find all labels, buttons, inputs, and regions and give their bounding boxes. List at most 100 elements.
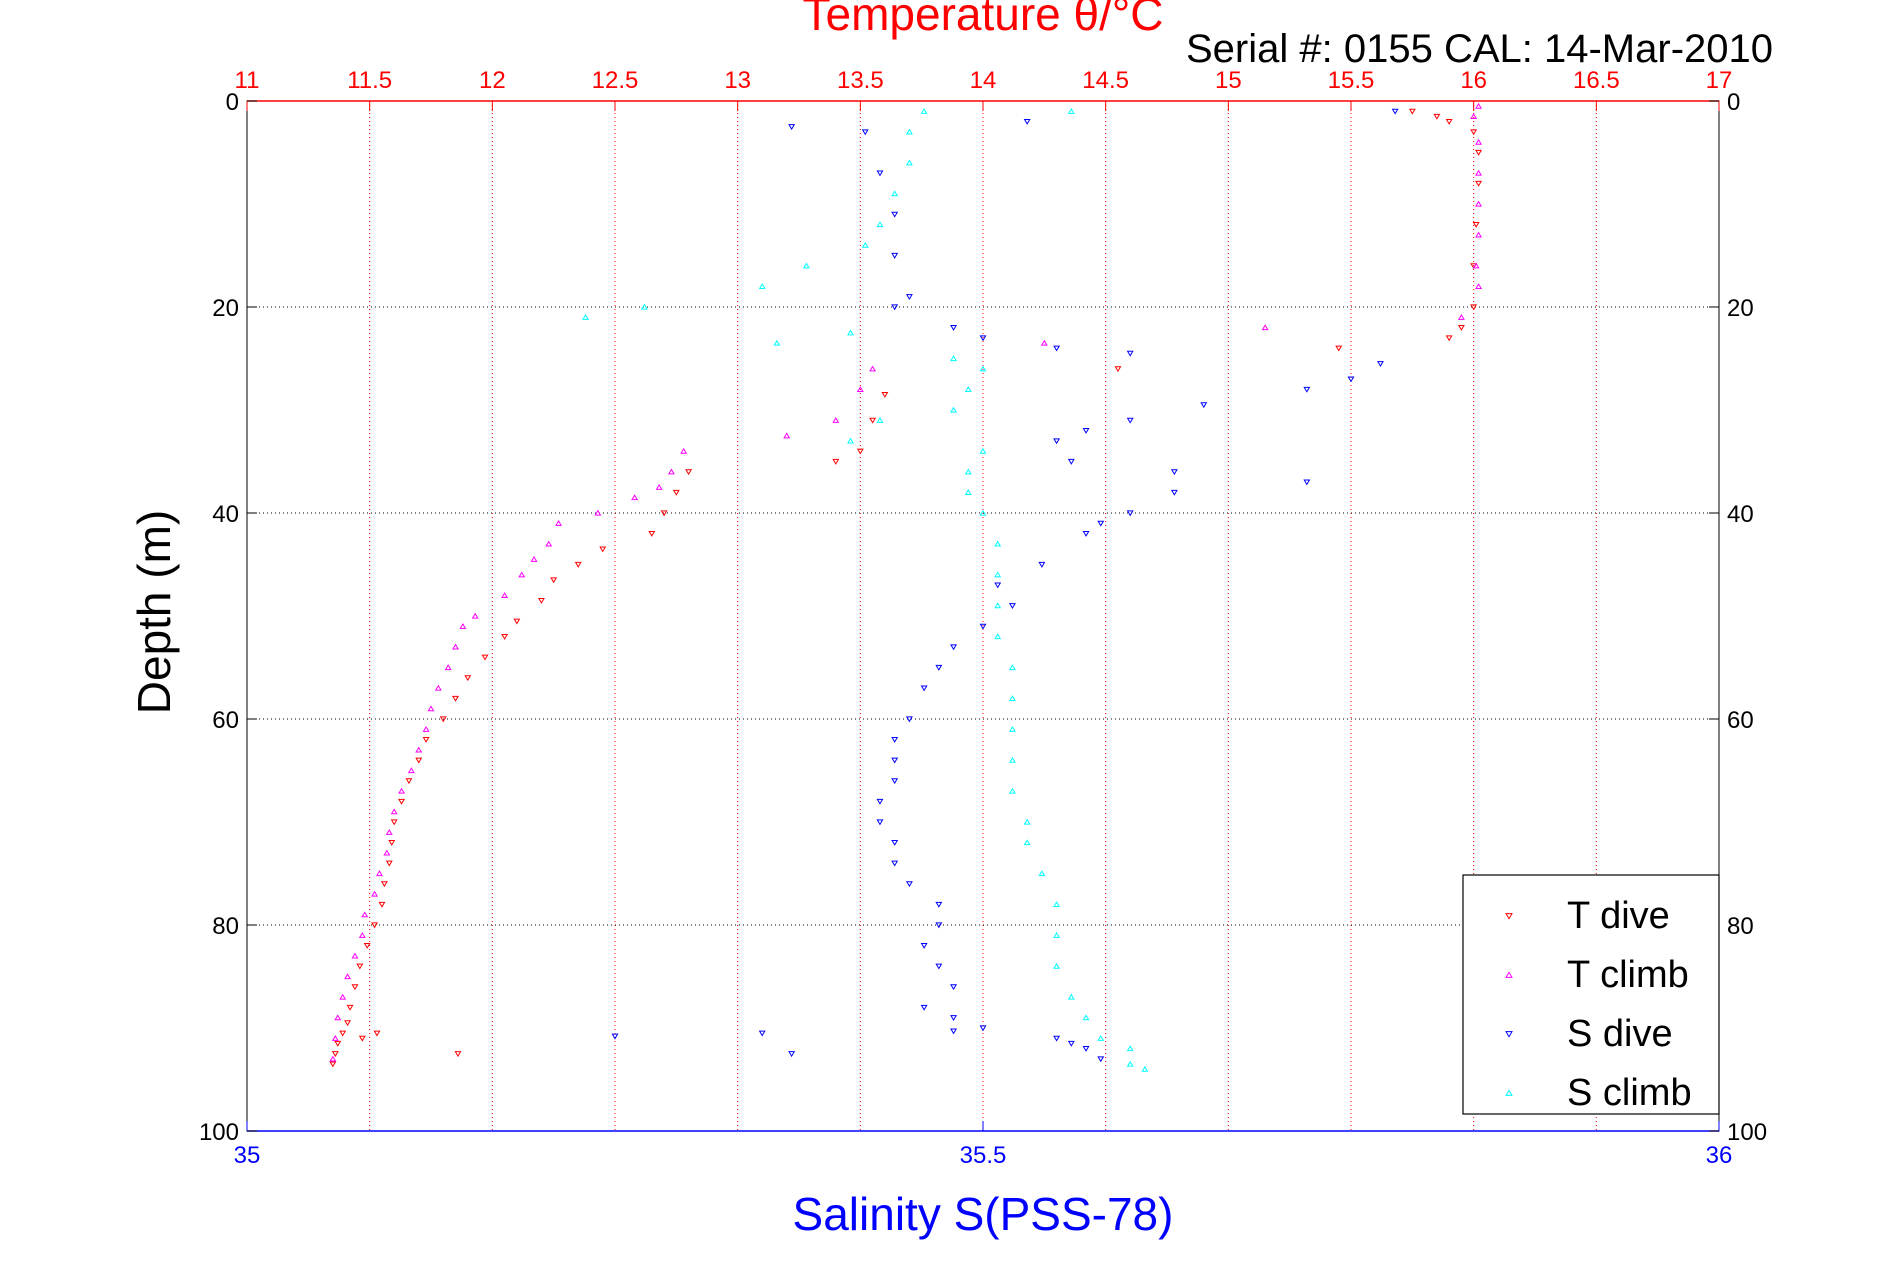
- legend-marker: [1505, 971, 1513, 978]
- data-point: [648, 531, 656, 537]
- data-point: [1475, 200, 1483, 207]
- data-point: [1170, 489, 1178, 496]
- tick-marks: [246, 100, 1720, 1132]
- data-point: [964, 386, 972, 392]
- legend-label-s-climb: S climb: [1567, 1072, 1692, 1114]
- data-point: [1053, 901, 1061, 907]
- data-point: [415, 757, 423, 764]
- data-point: [1126, 1060, 1134, 1067]
- data-point: [331, 1051, 339, 1058]
- data-point: [1067, 458, 1075, 465]
- data-point: [1408, 108, 1416, 115]
- data-point: [383, 849, 391, 856]
- data-point: [979, 447, 987, 454]
- data-point: [994, 571, 1002, 578]
- data-point: [1082, 531, 1090, 537]
- data-point: [920, 1004, 928, 1011]
- data-point: [758, 283, 766, 289]
- depth-tick-label-right: 80: [1727, 913, 1754, 940]
- data-point: [1097, 520, 1105, 527]
- data-point: [1053, 345, 1061, 352]
- data-point: [1114, 366, 1122, 373]
- data-point: [680, 447, 688, 454]
- temperature-tick-label: 14.5: [1082, 67, 1129, 94]
- data-point: [950, 1028, 958, 1035]
- depth-tick-label-right: 100: [1727, 1119, 1767, 1146]
- data-point: [891, 757, 899, 764]
- data-point: [788, 124, 796, 131]
- data-point: [501, 634, 509, 640]
- data-point: [574, 561, 582, 568]
- legend: T dive T climb S dive S climb: [1462, 874, 1720, 1115]
- data-point: [935, 963, 943, 970]
- series-s-dive: [611, 108, 1399, 1063]
- data-point: [388, 840, 396, 846]
- data-point: [415, 746, 423, 753]
- data-point: [1472, 262, 1480, 269]
- data-point: [518, 571, 526, 578]
- data-point: [376, 870, 383, 877]
- data-point: [545, 540, 553, 547]
- data-point: [501, 592, 509, 598]
- legend-label-t-dive: T dive: [1567, 895, 1670, 937]
- data-point: [1445, 119, 1453, 125]
- temperature-tick-label: 12.5: [592, 67, 639, 94]
- data-point: [329, 1055, 337, 1062]
- data-point: [422, 725, 430, 732]
- x-axis-label: Salinity S(PSS-78): [793, 1188, 1174, 1240]
- temperature-tick-label: 12: [479, 67, 506, 94]
- temperature-tick-label: 15.5: [1328, 67, 1375, 94]
- data-point: [773, 339, 781, 346]
- data-point: [1475, 169, 1483, 176]
- data-point: [655, 483, 663, 490]
- data-point: [1008, 756, 1016, 763]
- data-point: [1475, 138, 1483, 145]
- data-point: [891, 860, 899, 867]
- data-point: [471, 612, 479, 619]
- data-point: [979, 335, 987, 342]
- data-point: [1303, 386, 1311, 393]
- grid-lines: [247, 101, 1719, 1131]
- data-point: [935, 922, 943, 929]
- data-point: [1082, 1046, 1090, 1052]
- depth-tick-label-left: 60: [212, 707, 239, 734]
- data-point: [847, 329, 854, 336]
- data-point: [361, 911, 369, 918]
- data-point: [994, 582, 1002, 589]
- data-point: [344, 1020, 352, 1027]
- data-point: [611, 1033, 619, 1040]
- depth-tick-label-left: 0: [226, 89, 239, 116]
- data-point: [390, 819, 398, 826]
- chart-subtitle: Serial #: 0155 CAL: 14-Mar-2010: [1186, 27, 1773, 71]
- data-point: [856, 448, 864, 455]
- data-point: [950, 325, 958, 331]
- data-point: [1391, 108, 1399, 115]
- data-point: [346, 1004, 354, 1011]
- data-point: [905, 716, 913, 723]
- data-point: [1335, 345, 1343, 352]
- data-point: [905, 881, 913, 888]
- data-point: [1475, 231, 1483, 238]
- data-point: [891, 211, 899, 218]
- data-point: [905, 128, 913, 135]
- data-point: [464, 675, 472, 682]
- chart-title: Temperature θ/°C: [803, 0, 1164, 40]
- data-point: [380, 881, 388, 888]
- data-point: [1023, 119, 1031, 125]
- data-point: [1053, 962, 1061, 969]
- data-point: [920, 685, 928, 692]
- data-point: [439, 716, 447, 723]
- data-point: [920, 943, 928, 949]
- data-point: [861, 129, 869, 136]
- data-point: [1023, 818, 1031, 825]
- data-point: [1053, 931, 1061, 938]
- data-point: [334, 1014, 342, 1021]
- data-point: [344, 973, 352, 980]
- data-point: [454, 1051, 462, 1058]
- data-point: [1008, 787, 1016, 794]
- data-point: [1038, 561, 1046, 568]
- data-point: [444, 664, 452, 671]
- salinity-tick-label: 35.5: [960, 1142, 1007, 1169]
- data-point: [599, 546, 607, 553]
- data-point: [1170, 469, 1178, 476]
